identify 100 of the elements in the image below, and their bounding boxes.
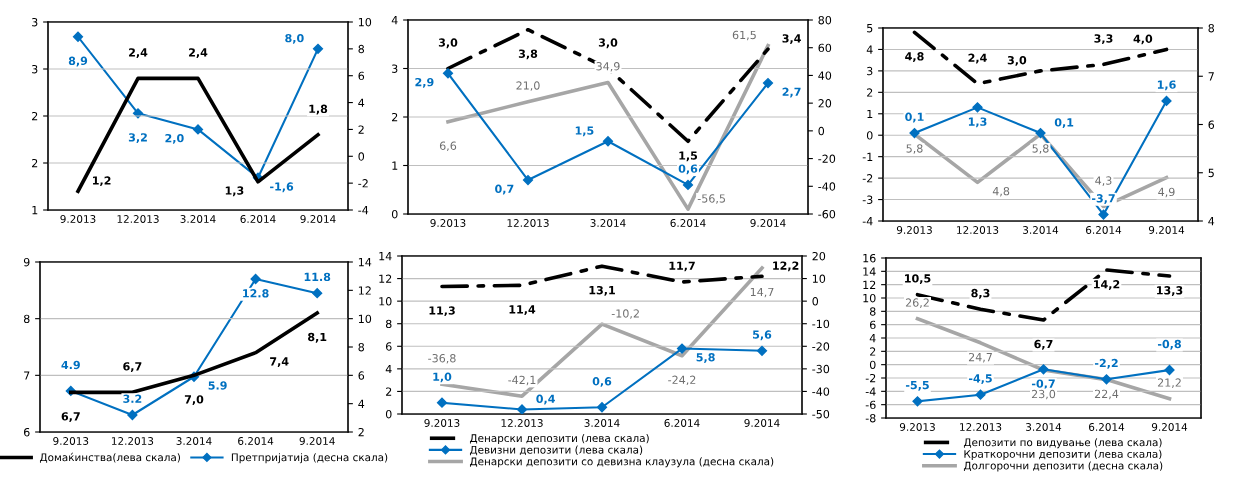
data-label: -2,2 <box>1094 358 1118 369</box>
y-tick-label: 1 <box>867 109 873 118</box>
data-label: 11,7 <box>669 261 695 272</box>
y-tick-label: 12 <box>863 280 876 289</box>
x-tick-label: 9.2013 <box>430 219 466 227</box>
y2-tick-label: 4 <box>1208 217 1215 226</box>
data-label: 8,1 <box>308 332 327 343</box>
data-label: 1,8 <box>309 104 328 115</box>
y-tick-label: 3 <box>867 66 873 76</box>
y-tick-label: 5 <box>867 24 873 33</box>
y-tick-label: -4 <box>865 387 876 396</box>
x-tick-label: 3.2014 <box>1026 423 1062 431</box>
data-label: 4,8 <box>905 52 924 62</box>
y2-tick-label: 5 <box>1208 168 1214 178</box>
data-label: -1,6 <box>270 182 294 193</box>
x-tick-label: 9.2014 <box>299 437 335 445</box>
data-label: 1,3 <box>225 186 244 197</box>
y2-tick-label: 6 <box>358 71 365 81</box>
y-tick-label: 10 <box>379 297 392 306</box>
data-label: -0,8 <box>1157 339 1181 350</box>
y2-tick-label: 80 <box>818 15 832 25</box>
data-label: -42,1 <box>508 375 536 386</box>
x-tick-label: 6.2014 <box>238 437 274 445</box>
y-tick-label: 4 <box>866 45 873 54</box>
data-label: 1,5 <box>575 126 594 137</box>
y-tick-label: 4 <box>391 16 398 25</box>
y2-tick-label: 2 <box>358 125 364 134</box>
x-tick-label: 12.2013 <box>960 423 1002 431</box>
y2-tick-label: 6 <box>1208 120 1215 129</box>
y2-tick-label: 60 <box>818 43 832 53</box>
legend-label: Денарски депозити (лева скала) <box>469 433 649 445</box>
y-tick-label: 1 <box>392 161 398 170</box>
y-tick-label: 12 <box>379 274 392 283</box>
y-tick-label: 3 <box>32 64 38 74</box>
data-label: -24,2 <box>668 375 696 386</box>
x-tick-label: 9.2014 <box>1148 226 1185 234</box>
y2-tick-label: 10 <box>358 314 372 324</box>
y2-tick-label: 6 <box>358 371 365 380</box>
y-tick-label: 8 <box>23 314 30 324</box>
x-tick-label: 6.2014 <box>1086 226 1122 234</box>
data-label: -0,7 <box>1031 379 1055 390</box>
y2-tick-label: 20 <box>818 99 832 108</box>
data-label: 3.2 <box>123 394 142 403</box>
y2-tick-label: 0 <box>818 126 825 136</box>
y-tick-label: 3 <box>32 17 38 27</box>
data-label: 7,4 <box>270 357 289 368</box>
y-tick-label: -3 <box>862 195 873 204</box>
y-tick-label: 2 <box>32 111 38 121</box>
y-tick-label: 2 <box>870 347 876 356</box>
x-tick-label: 6.2014 <box>664 419 700 427</box>
x-tick-label: 9.2014 <box>744 419 780 427</box>
data-label: 2,4 <box>129 48 148 59</box>
data-label: 13,3 <box>1157 286 1183 296</box>
x-tick-label: 9.2014 <box>1151 423 1188 431</box>
data-label: 0,1 <box>1054 118 1074 128</box>
legend-label: Денарски депозити со девизна клаузула (десна скала) <box>469 457 774 468</box>
data-label: -56,5 <box>697 194 726 204</box>
y-tick-label: -6 <box>865 400 876 410</box>
data-label: 6,7 <box>123 362 142 372</box>
data-label: 1,2 <box>93 176 111 187</box>
data-label: 24,7 <box>968 352 992 363</box>
data-label: 1,0 <box>433 372 452 383</box>
data-label: 0,7 <box>495 184 514 195</box>
y-tick-label: 4 <box>869 334 876 343</box>
data-label: 11,4 <box>509 305 536 315</box>
data-label: 1,3 <box>968 117 987 128</box>
y-tick-label: 0 <box>866 131 873 140</box>
y-tick-label: -8 <box>865 413 876 423</box>
y2-tick-label: 8 <box>358 342 365 352</box>
data-label: 4,8 <box>992 186 1010 197</box>
y2-tick-label: -10 <box>812 319 830 329</box>
x-tick-label: 12.2013 <box>507 219 549 227</box>
y2-tick-label: -40 <box>818 182 836 191</box>
y2-tick-label: 8 <box>1208 23 1215 33</box>
data-label: 4.9 <box>61 360 80 370</box>
y2-tick-label: -2 <box>358 179 368 188</box>
data-label: 2,9 <box>415 77 434 88</box>
data-label: 1,5 <box>679 151 698 162</box>
legend-label: Девизни депозити (лева скала) <box>469 445 643 456</box>
y-tick-label: 6 <box>385 342 392 351</box>
x-tick-label: 12.2013 <box>117 215 159 223</box>
data-label: 5,8 <box>906 144 923 154</box>
y-tick-label: 1 <box>32 206 38 215</box>
y2-tick-label: 8 <box>358 44 365 54</box>
x-tick-label: 3.2014 <box>176 437 212 445</box>
data-label: 7,0 <box>184 395 204 405</box>
data-label: 3,0 <box>1007 55 1027 66</box>
y2-tick-label: 2 <box>358 427 364 437</box>
x-tick-label: 9.2013 <box>896 226 932 234</box>
y2-tick-label: 4 <box>358 399 365 408</box>
y2-tick-label: 7 <box>1208 72 1214 81</box>
data-label: 0,6 <box>678 164 698 175</box>
data-label: 12,2 <box>773 261 799 272</box>
y-tick-label: 2 <box>32 158 38 168</box>
y-tick-label: 16 <box>863 253 876 263</box>
data-label: 11,3 <box>429 306 455 317</box>
y2-tick-label: -60 <box>818 209 836 219</box>
x-tick-label: 3.2014 <box>584 419 620 427</box>
data-label: 21,2 <box>1157 378 1181 388</box>
data-label: 3,0 <box>598 38 618 49</box>
